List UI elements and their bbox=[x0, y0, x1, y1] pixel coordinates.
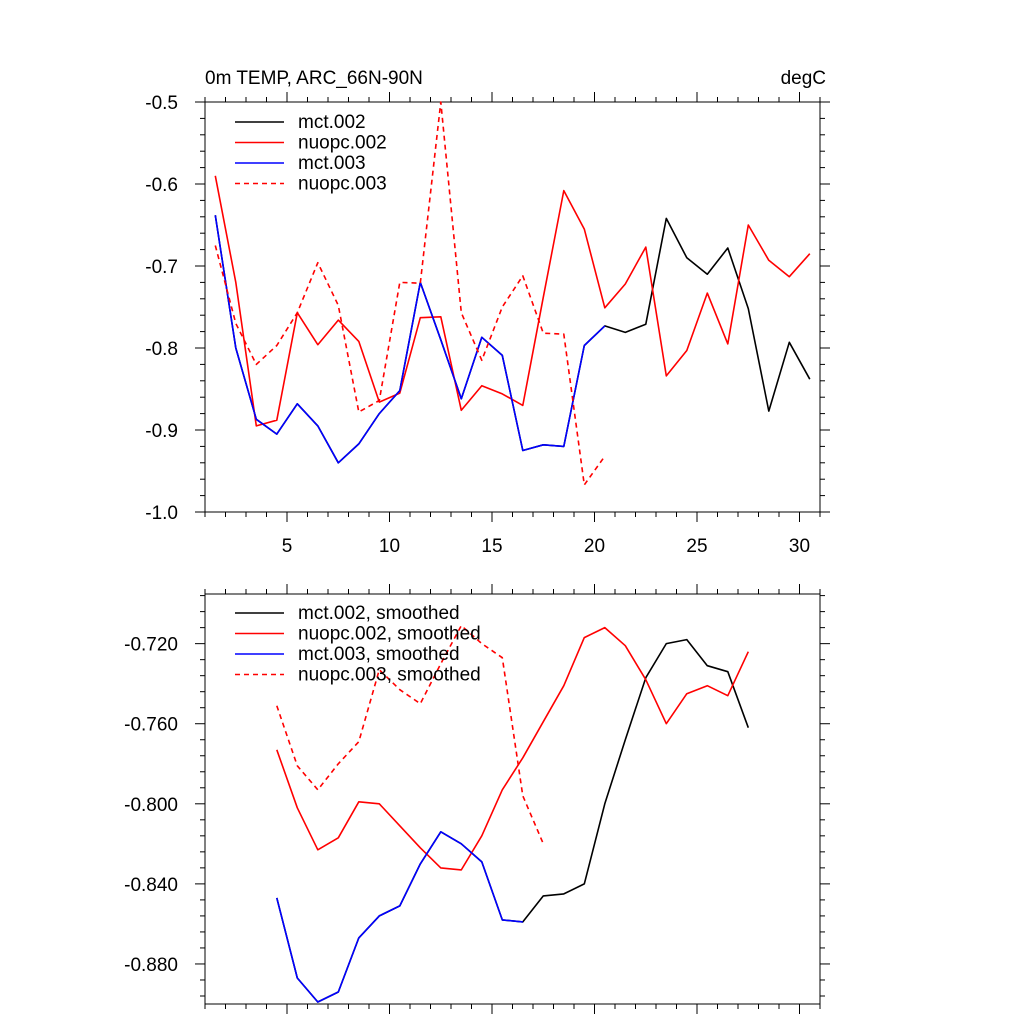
series-line-nuopc-003-smoothed bbox=[276, 624, 545, 845]
series-line-nuopc-003 bbox=[214, 101, 606, 486]
legend-label: nuopc.002 bbox=[298, 133, 387, 154]
top-panel: 0m TEMP, ARC_66N-90N degC 5 10 15 20 25 30 -1.… bbox=[145, 68, 830, 557]
legend-label: mct.003, smoothed bbox=[298, 644, 460, 665]
y-tick-label: -0.840 bbox=[124, 875, 178, 896]
y-tick-label: -0.720 bbox=[124, 635, 178, 656]
y-tick-label: -0.9 bbox=[145, 421, 178, 442]
top-panel-units: degC bbox=[781, 68, 826, 89]
series-line-nuopc-002-smoothed bbox=[276, 626, 750, 871]
top-panel-title: 0m TEMP, ARC_66N-90N bbox=[205, 68, 423, 89]
x-tick-label: 10 bbox=[379, 536, 400, 557]
y-tick-label: -0.800 bbox=[124, 795, 178, 816]
y-tick-label: -0.7 bbox=[145, 257, 178, 278]
series-line-nuopc-002 bbox=[214, 175, 811, 427]
series-line-mct-002 bbox=[214, 215, 811, 464]
legend-label: mct.002 bbox=[298, 112, 366, 133]
top-panel-ticks bbox=[195, 92, 830, 522]
series-line-mct-003 bbox=[214, 215, 606, 464]
y-tick-label: -0.8 bbox=[145, 339, 178, 360]
bottom-panel-series bbox=[276, 624, 750, 1003]
y-tick-label: -0.5 bbox=[145, 93, 178, 114]
legend-label: nuopc.002, smoothed bbox=[298, 624, 481, 645]
x-tick-label: 25 bbox=[686, 536, 707, 557]
legend-label: mct.003 bbox=[298, 153, 366, 174]
legend-label: nuopc.003 bbox=[298, 174, 387, 195]
y-tick-label: -0.880 bbox=[124, 955, 178, 976]
x-tick-label: 20 bbox=[584, 536, 605, 557]
bottom-panel-tick-labels: -0.880 -0.840 -0.800 -0.760 -0.720 bbox=[124, 635, 178, 976]
series-line-mct-003-smoothed bbox=[276, 830, 523, 1003]
legend-label: mct.002, smoothed bbox=[298, 603, 460, 624]
bottom-panel-ticks bbox=[195, 584, 830, 1014]
top-panel-tick-labels: 5 10 15 20 25 30 -1.0 -0.9 -0.8 -0.7 -0.6 -0.5 bbox=[145, 93, 810, 557]
x-tick-label: 5 bbox=[282, 536, 293, 557]
y-tick-label: -0.6 bbox=[145, 175, 178, 196]
x-tick-label: 30 bbox=[789, 536, 810, 557]
legend-label: nuopc.003, smoothed bbox=[298, 665, 481, 686]
y-tick-label: -1.0 bbox=[145, 503, 178, 524]
bottom-panel: -0.880 -0.840 -0.800 -0.760 -0.720 mct.002, … bbox=[124, 584, 830, 1014]
top-panel-series bbox=[214, 101, 811, 486]
y-tick-label: -0.760 bbox=[124, 715, 178, 736]
x-tick-label: 15 bbox=[481, 536, 502, 557]
